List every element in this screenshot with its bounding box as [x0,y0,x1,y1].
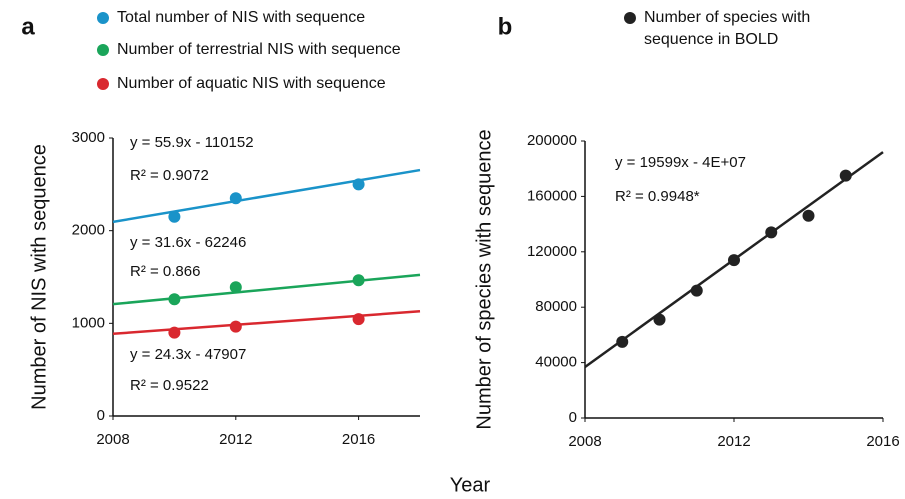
y-tick-label: 1000 [72,314,105,331]
y-tick-label: 2000 [72,222,105,239]
data-point [229,192,242,205]
y-tick-label: 0 [569,409,577,426]
data-point [728,254,740,267]
data-point [168,210,181,223]
panel-label: b [498,13,513,40]
y-tick-label: 200000 [527,132,577,149]
y-tick-label: 80000 [535,298,577,315]
legend-marker [97,12,109,24]
annotation: y = 19599x - 4E+07 [615,154,746,171]
x-axis-label: Year [450,474,491,496]
data-point [352,178,365,191]
data-point [839,169,852,182]
y-tick-label: 160000 [527,187,577,204]
data-point [616,335,629,348]
legend-label: Number of aquatic NIS with sequence [117,75,386,92]
data-point [352,274,365,287]
data-point [229,320,242,333]
x-tick-label: 2016 [866,433,899,450]
y-tick-label: 0 [97,407,105,424]
annotation: R² = 0.866 [130,263,200,280]
data-point [653,313,666,326]
x-tick-label: 2012 [219,431,252,448]
legend-entry: Number of terrestrial NIS with sequence [117,41,401,58]
data-point [352,313,365,326]
annotation: R² = 0.9522 [130,377,209,394]
legend-label: Total number of NIS with sequence [117,9,366,26]
legend-marker [97,44,109,56]
trend-line [112,310,421,336]
x-tick-label: 2008 [96,431,129,448]
x-tick-label: 2012 [717,433,750,450]
legend-marker [624,12,636,24]
x-tick-label: 2016 [342,431,375,448]
annotation: R² = 0.9072 [130,167,209,184]
legend-entry: Number of aquatic NIS with sequence [117,75,386,92]
y-tick-label: 40000 [535,354,577,371]
data-point [168,293,181,306]
y-axis-label: Number of species with sequence [473,129,495,429]
data-point [229,281,242,294]
legend-entry: Number of species with sequence in BOLD [644,9,811,48]
legend-label: Number of terrestrial NIS with sequence [117,41,401,58]
annotation: y = 55.9x - 110152 [130,134,254,151]
annotation: y = 31.6x - 62246 [130,234,246,251]
x-tick-label: 2008 [568,433,601,450]
legend-marker [97,78,109,90]
y-axis-label: Number of NIS with sequence [28,144,50,410]
panel-label: a [21,13,35,40]
data-point [690,284,703,297]
annotation: R² = 0.9948* [615,188,700,205]
data-point [765,226,778,239]
y-tick-label: 3000 [72,129,105,146]
trend-line [112,273,421,306]
trend-line [112,168,421,224]
y-tick-label: 120000 [527,243,577,260]
annotation: y = 24.3x - 47907 [130,346,246,363]
legend-entry: Total number of NIS with sequence [117,9,366,26]
data-point [802,209,815,222]
legend-label: Number of species with sequence in BOLD [644,9,811,48]
data-point [168,326,181,339]
